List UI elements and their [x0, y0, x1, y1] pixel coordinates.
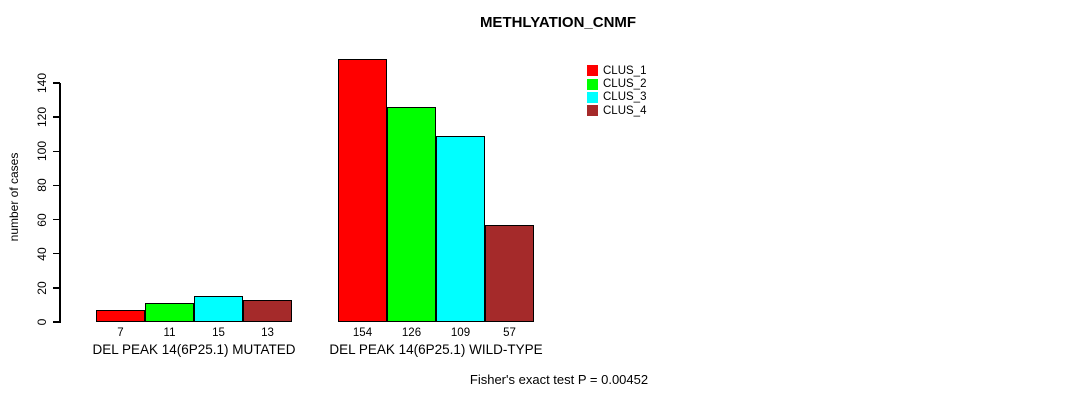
bar-value-label: 7	[117, 327, 124, 339]
bar-value-label: 154	[352, 327, 373, 339]
bar-clus_2-group1	[145, 303, 194, 322]
y-tick-label: 0	[35, 318, 49, 326]
legend-item: CLUS_1	[587, 64, 646, 77]
y-tick-label: 120	[35, 107, 49, 128]
x-group-label: DEL PEAK 14(6P25.1) WILD-TYPE	[329, 342, 543, 357]
y-tick-label: 140	[35, 72, 49, 94]
bar-clus_1-group1	[96, 310, 145, 322]
fisher-test-note: Fisher's exact test P = 0.00452	[469, 372, 649, 387]
y-tick-mark	[53, 150, 60, 153]
legend-label: CLUS_1	[603, 64, 647, 77]
bar-value-label: 15	[212, 327, 225, 339]
y-tick-mark	[53, 321, 60, 323]
legend-item: CLUS_4	[587, 104, 646, 117]
legend-color-swatch	[587, 65, 598, 77]
x-group-label: DEL PEAK 14(6P25.1) MUTATED	[92, 342, 296, 357]
bar-clus_4-group1	[243, 299, 292, 322]
legend-item: CLUS_3	[587, 91, 646, 104]
bar-clus_4-group2	[485, 224, 534, 322]
y-tick-mark	[53, 184, 60, 187]
y-tick-mark	[53, 82, 60, 84]
legend: CLUS_1 CLUS_2 CLUS_3 CLUS_4	[587, 64, 646, 118]
bar-clus_3-group1	[194, 296, 243, 322]
bar-value-label: 57	[503, 327, 516, 339]
y-tick-label: 40	[35, 247, 49, 261]
bar-value-label: 13	[261, 327, 274, 339]
y-tick-label: 100	[35, 141, 49, 162]
legend-color-swatch	[587, 105, 598, 117]
y-tick-label: 60	[35, 212, 49, 227]
bar-clus_2-group2	[387, 106, 436, 322]
bar-value-label: 109	[450, 327, 471, 339]
y-tick-mark	[53, 287, 60, 289]
legend-label: CLUS_3	[603, 91, 647, 104]
bar-value-label: 126	[401, 327, 422, 339]
y-axis-label: number of cases	[7, 152, 21, 242]
y-tick-label: 20	[35, 281, 49, 295]
y-tick-mark	[53, 218, 60, 221]
legend-item: CLUS_2	[587, 77, 646, 90]
y-axis-line	[59, 82, 61, 323]
chart-title: METHLYATION_CNMF	[479, 14, 637, 31]
y-tick-mark	[53, 252, 60, 255]
legend-label: CLUS_4	[603, 104, 647, 117]
legend-label: CLUS_2	[603, 78, 647, 91]
y-tick-mark	[53, 116, 60, 118]
legend-color-swatch	[587, 91, 598, 103]
legend-color-swatch	[587, 78, 598, 90]
bar-clus_1-group2	[338, 59, 387, 322]
bar-clus_3-group2	[436, 135, 485, 322]
bar-value-label: 11	[163, 327, 176, 339]
y-tick-label: 80	[35, 178, 49, 193]
